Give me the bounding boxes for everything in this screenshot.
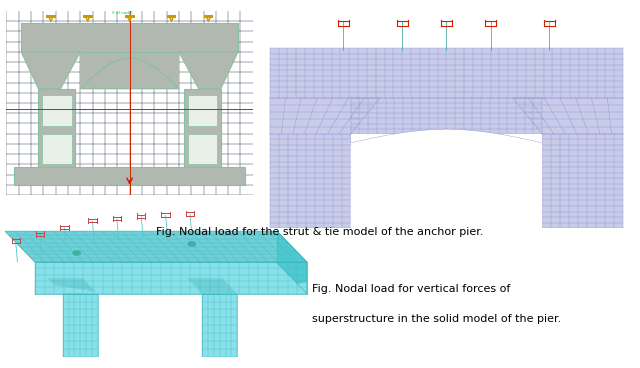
Bar — [188, 134, 217, 164]
Text: Fig. Nodal load for vertical forces of: Fig. Nodal load for vertical forces of — [312, 284, 510, 294]
Polygon shape — [35, 262, 307, 294]
Polygon shape — [188, 279, 237, 294]
Text: Fig. Nodal load for the strut & tie model of the anchor pier.: Fig. Nodal load for the strut & tie mode… — [156, 227, 484, 237]
Polygon shape — [237, 282, 307, 294]
Bar — [38, 89, 76, 170]
Bar — [42, 134, 72, 164]
Polygon shape — [5, 231, 307, 262]
Bar — [202, 294, 237, 357]
Polygon shape — [81, 52, 179, 89]
Bar — [270, 49, 623, 98]
Bar — [270, 134, 351, 228]
Polygon shape — [179, 52, 238, 89]
Polygon shape — [21, 23, 238, 52]
Bar — [83, 15, 93, 18]
Bar — [188, 95, 217, 125]
Bar — [542, 134, 623, 228]
Polygon shape — [270, 98, 380, 134]
Bar — [204, 15, 213, 18]
Polygon shape — [48, 279, 98, 294]
Bar — [125, 15, 134, 18]
Polygon shape — [35, 282, 105, 294]
Bar — [42, 95, 72, 125]
Polygon shape — [21, 52, 81, 89]
Text: superstructure in the solid model of the pier.: superstructure in the solid model of the… — [312, 314, 561, 324]
Polygon shape — [277, 231, 307, 294]
Text: 0 of nodal: 0 of nodal — [113, 11, 133, 15]
Circle shape — [72, 250, 81, 256]
Polygon shape — [513, 98, 623, 134]
Bar — [46, 15, 56, 18]
Bar — [166, 15, 177, 18]
Polygon shape — [351, 129, 542, 228]
Circle shape — [188, 241, 196, 247]
Bar — [14, 167, 245, 185]
Polygon shape — [81, 58, 179, 89]
Bar — [351, 98, 542, 134]
Bar — [184, 89, 221, 170]
Polygon shape — [351, 134, 542, 228]
Bar — [63, 294, 98, 357]
